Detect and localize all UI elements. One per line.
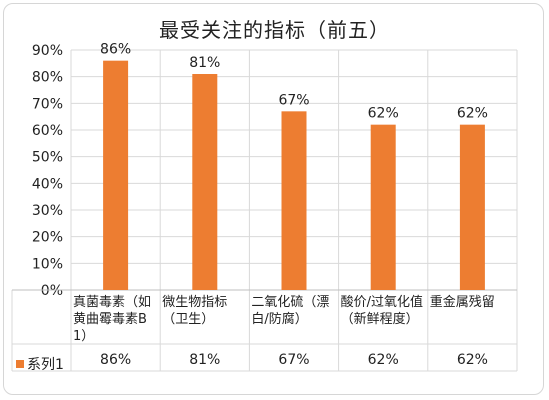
- x-tick-label: 二氧化硫（漂白/防腐）: [251, 295, 330, 327]
- legend-swatch: [16, 360, 24, 368]
- data-label: 62%: [368, 106, 399, 122]
- y-tick-label: 20%: [32, 230, 63, 246]
- data-table-cell: 62%: [456, 352, 488, 368]
- data-table-cell: 67%: [278, 352, 310, 368]
- legend-series: 系列1: [16, 354, 64, 374]
- bar: [459, 124, 485, 291]
- x-tick-label: 微生物指标（卫生）: [162, 295, 228, 327]
- data-label: 67%: [278, 92, 309, 108]
- y-tick-label: 60%: [32, 123, 63, 139]
- data-table-cell: 86%: [100, 352, 132, 368]
- data-table-cell: 62%: [367, 352, 399, 368]
- y-tick-label: 80%: [32, 70, 63, 86]
- y-tick-label: 40%: [32, 176, 63, 192]
- y-tick-label: 0%: [41, 283, 63, 299]
- x-tick-label: 酸价/过氧化值（新鲜程度）: [340, 295, 423, 327]
- bar: [192, 74, 218, 290]
- data-label: 81%: [189, 55, 220, 71]
- data-label: 62%: [457, 106, 488, 122]
- y-tick-label: 70%: [32, 96, 63, 112]
- legend-series-name: 系列1: [27, 357, 64, 373]
- data-label: 86%: [100, 42, 131, 58]
- x-tick-label: 重金属残留: [429, 295, 495, 310]
- bar: [281, 111, 307, 290]
- y-tick-label: 50%: [32, 150, 63, 166]
- y-tick-label: 10%: [32, 256, 63, 272]
- y-tick-label: 90%: [32, 43, 63, 59]
- x-tick-label: 真菌毒素（如黄曲霉毒素B1）: [73, 295, 152, 344]
- bar: [103, 60, 129, 290]
- chart-frame: [3, 3, 544, 395]
- data-table-cell: 81%: [189, 352, 221, 368]
- chart-title: 最受关注的指标（前五）: [159, 18, 390, 42]
- bar: [370, 124, 396, 291]
- y-tick-label: 30%: [32, 203, 63, 219]
